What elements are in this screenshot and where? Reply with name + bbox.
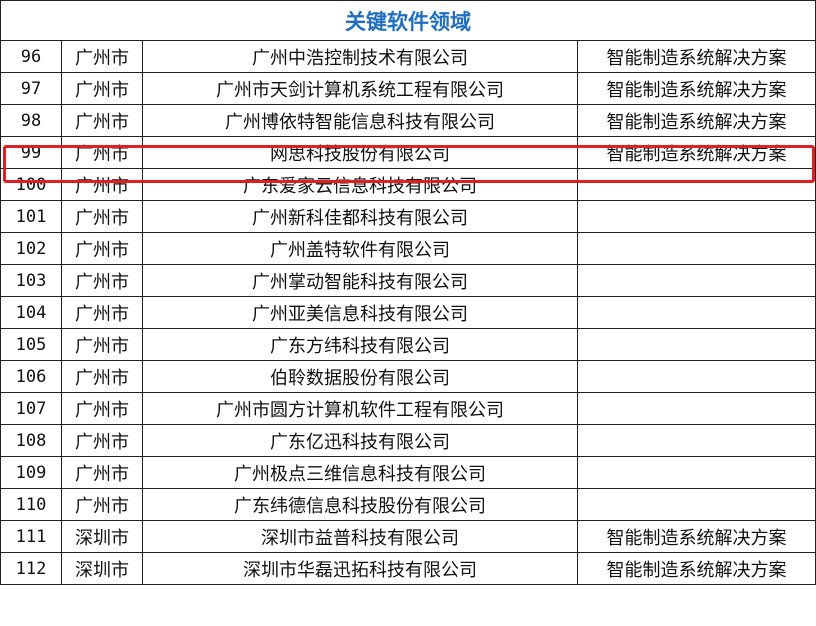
city-cell: 深圳市 bbox=[61, 520, 143, 553]
city-cell: 广州市 bbox=[61, 200, 143, 233]
city-cell: 广州市 bbox=[61, 456, 143, 489]
row-number: 107 bbox=[0, 392, 62, 425]
company-cell: 深圳市华磊迅拓科技有限公司 bbox=[142, 552, 578, 585]
table-row: 109 广州市 广州极点三维信息科技有限公司 bbox=[0, 456, 816, 489]
field-cell bbox=[577, 296, 816, 329]
company-cell: 广州市圆方计算机软件工程有限公司 bbox=[142, 392, 578, 425]
table-row: 101 广州市 广州新科佳都科技有限公司 bbox=[0, 200, 816, 233]
field-cell: 智能制造系统解决方案 bbox=[577, 104, 816, 137]
row-number: 108 bbox=[0, 424, 62, 457]
field-cell bbox=[577, 328, 816, 361]
field-cell bbox=[577, 456, 816, 489]
row-number: 111 bbox=[0, 520, 62, 553]
row-number: 96 bbox=[0, 40, 62, 73]
row-number: 105 bbox=[0, 328, 62, 361]
row-number: 98 bbox=[0, 104, 62, 137]
city-cell: 广州市 bbox=[61, 488, 143, 521]
row-number: 100 bbox=[0, 168, 62, 201]
table-title: 关键软件领域 bbox=[0, 0, 816, 41]
table-row: 110 广州市 广东纬德信息科技股份有限公司 bbox=[0, 488, 816, 521]
field-cell: 智能制造系统解决方案 bbox=[577, 72, 816, 105]
row-number: 104 bbox=[0, 296, 62, 329]
table-row: 104 广州市 广州亚美信息科技有限公司 bbox=[0, 296, 816, 329]
row-number: 110 bbox=[0, 488, 62, 521]
company-cell: 广州市天剑计算机系统工程有限公司 bbox=[142, 72, 578, 105]
field-cell bbox=[577, 392, 816, 425]
city-cell: 广州市 bbox=[61, 328, 143, 361]
field-cell: 智能制造系统解决方案 bbox=[577, 552, 816, 585]
field-cell bbox=[577, 488, 816, 521]
table-row: 105 广州市 广东方纬科技有限公司 bbox=[0, 328, 816, 361]
company-cell: 广州新科佳都科技有限公司 bbox=[142, 200, 578, 233]
company-cell: 广东亿迅科技有限公司 bbox=[142, 424, 578, 457]
field-cell bbox=[577, 168, 816, 201]
table-row: 111 深圳市 深圳市益普科技有限公司 智能制造系统解决方案 bbox=[0, 520, 816, 553]
city-cell: 广州市 bbox=[61, 264, 143, 297]
city-cell: 广州市 bbox=[61, 232, 143, 265]
table-row: 103 广州市 广州掌动智能科技有限公司 bbox=[0, 264, 816, 297]
row-number: 99 bbox=[0, 136, 62, 169]
field-cell bbox=[577, 200, 816, 233]
field-cell: 智能制造系统解决方案 bbox=[577, 40, 816, 73]
table-row: 107 广州市 广州市圆方计算机软件工程有限公司 bbox=[0, 392, 816, 425]
company-cell: 广东纬德信息科技股份有限公司 bbox=[142, 488, 578, 521]
table-row: 102 广州市 广州盖特软件有限公司 bbox=[0, 232, 816, 265]
field-cell: 智能制造系统解决方案 bbox=[577, 520, 816, 553]
company-cell: 广州盖特软件有限公司 bbox=[142, 232, 578, 265]
company-cell: 广州亚美信息科技有限公司 bbox=[142, 296, 578, 329]
city-cell: 广州市 bbox=[61, 424, 143, 457]
table-row: 96 广州市 广州中浩控制技术有限公司 智能制造系统解决方案 bbox=[0, 40, 816, 73]
city-cell: 广州市 bbox=[61, 104, 143, 137]
city-cell: 广州市 bbox=[61, 360, 143, 393]
table-row: 112 深圳市 深圳市华磊迅拓科技有限公司 智能制造系统解决方案 bbox=[0, 552, 816, 585]
company-cell: 广东爱家云信息科技有限公司 bbox=[142, 168, 578, 201]
company-cell: 深圳市益普科技有限公司 bbox=[142, 520, 578, 553]
table-row: 106 广州市 伯聆数据股份有限公司 bbox=[0, 360, 816, 393]
row-number: 97 bbox=[0, 72, 62, 105]
table-row-highlighted: 99 广州市 网思科技股份有限公司 智能制造系统解决方案 bbox=[0, 136, 816, 169]
city-cell: 广州市 bbox=[61, 168, 143, 201]
company-cell: 广东方纬科技有限公司 bbox=[142, 328, 578, 361]
table-row: 100 广州市 广东爱家云信息科技有限公司 bbox=[0, 168, 816, 201]
company-cell: 广州掌动智能科技有限公司 bbox=[142, 264, 578, 297]
field-cell bbox=[577, 424, 816, 457]
company-cell: 广州博依特智能信息科技有限公司 bbox=[142, 104, 578, 137]
row-number: 102 bbox=[0, 232, 62, 265]
row-number: 101 bbox=[0, 200, 62, 233]
field-cell bbox=[577, 232, 816, 265]
company-cell: 伯聆数据股份有限公司 bbox=[142, 360, 578, 393]
field-cell bbox=[577, 360, 816, 393]
table-row: 97 广州市 广州市天剑计算机系统工程有限公司 智能制造系统解决方案 bbox=[0, 72, 816, 105]
city-cell: 深圳市 bbox=[61, 552, 143, 585]
field-cell: 智能制造系统解决方案 bbox=[577, 136, 816, 169]
company-cell: 广州极点三维信息科技有限公司 bbox=[142, 456, 578, 489]
company-cell: 网思科技股份有限公司 bbox=[142, 136, 578, 169]
company-cell: 广州中浩控制技术有限公司 bbox=[142, 40, 578, 73]
city-cell: 广州市 bbox=[61, 296, 143, 329]
row-number: 109 bbox=[0, 456, 62, 489]
row-number: 112 bbox=[0, 552, 62, 585]
company-table: 96 广州市 广州中浩控制技术有限公司 智能制造系统解决方案 97 广州市 广州市天剑计算机… bbox=[0, 40, 816, 585]
row-number: 103 bbox=[0, 264, 62, 297]
city-cell: 广州市 bbox=[61, 40, 143, 73]
table-row: 98 广州市 广州博依特智能信息科技有限公司 智能制造系统解决方案 bbox=[0, 104, 816, 137]
city-cell: 广州市 bbox=[61, 136, 143, 169]
city-cell: 广州市 bbox=[61, 72, 143, 105]
row-number: 106 bbox=[0, 360, 62, 393]
city-cell: 广州市 bbox=[61, 392, 143, 425]
table-row: 108 广州市 广东亿迅科技有限公司 bbox=[0, 424, 816, 457]
field-cell bbox=[577, 264, 816, 297]
